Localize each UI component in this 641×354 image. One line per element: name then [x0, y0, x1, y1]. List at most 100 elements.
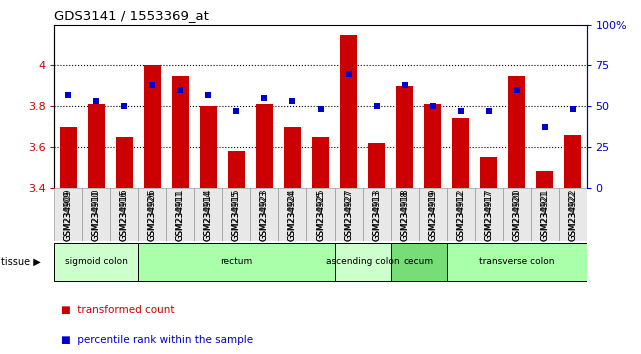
Bar: [396, 86, 413, 188]
Point: [567, 107, 578, 112]
Text: tissue ▶: tissue ▶: [1, 257, 41, 267]
Bar: [340, 35, 357, 188]
Bar: [531, 188, 558, 241]
Bar: [284, 126, 301, 188]
Bar: [251, 188, 278, 241]
Bar: [116, 137, 133, 188]
Bar: [222, 188, 251, 241]
Point: [63, 92, 74, 98]
Text: GSM234909: GSM234909: [64, 189, 73, 241]
Point: [92, 98, 102, 104]
Bar: [144, 65, 161, 188]
Point: [399, 82, 410, 88]
Bar: [306, 188, 335, 241]
Point: [231, 108, 242, 114]
Bar: [54, 188, 83, 241]
Text: GSM234912: GSM234912: [456, 189, 465, 241]
Point: [483, 108, 494, 114]
Point: [203, 92, 213, 98]
Text: GSM234910: GSM234910: [92, 190, 101, 241]
Text: GSM234920: GSM234920: [512, 189, 521, 241]
Bar: [60, 126, 77, 188]
Text: GSM234924: GSM234924: [288, 189, 297, 241]
Text: GSM234912: GSM234912: [456, 190, 465, 241]
Bar: [138, 188, 167, 241]
Text: GSM234921: GSM234921: [540, 189, 549, 241]
Text: GSM234916: GSM234916: [120, 190, 129, 241]
Bar: [480, 157, 497, 188]
Point: [287, 98, 297, 104]
Text: cecum: cecum: [403, 257, 433, 266]
Text: GSM234914: GSM234914: [204, 189, 213, 241]
Text: GSM234922: GSM234922: [568, 189, 577, 241]
Text: GSM234910: GSM234910: [92, 189, 101, 241]
Text: rectum: rectum: [221, 257, 253, 266]
Bar: [558, 188, 587, 241]
Text: ■  percentile rank within the sample: ■ percentile rank within the sample: [61, 335, 253, 345]
Bar: [83, 188, 110, 241]
Point: [176, 87, 186, 93]
Bar: [390, 243, 447, 281]
Bar: [167, 188, 194, 241]
Bar: [390, 188, 419, 241]
Bar: [452, 118, 469, 188]
Point: [371, 103, 381, 109]
Text: GSM234909: GSM234909: [64, 190, 73, 241]
Bar: [536, 171, 553, 188]
Point: [315, 107, 326, 112]
Text: GSM234918: GSM234918: [400, 189, 409, 241]
Text: GSM234914: GSM234914: [204, 190, 213, 241]
Bar: [424, 104, 441, 188]
Point: [512, 87, 522, 93]
Bar: [172, 76, 189, 188]
Point: [455, 108, 465, 114]
Text: ■  transformed count: ■ transformed count: [61, 305, 174, 315]
Point: [260, 95, 270, 101]
Bar: [363, 188, 390, 241]
Text: GSM234924: GSM234924: [288, 190, 297, 241]
Bar: [312, 137, 329, 188]
Text: ascending colon: ascending colon: [326, 257, 399, 266]
Text: GSM234913: GSM234913: [372, 190, 381, 241]
Bar: [200, 106, 217, 188]
Text: GDS3141 / 1553369_at: GDS3141 / 1553369_at: [54, 9, 210, 22]
Point: [428, 103, 438, 109]
Bar: [503, 188, 531, 241]
Text: GSM234927: GSM234927: [344, 190, 353, 241]
Text: GSM234919: GSM234919: [428, 189, 437, 241]
Bar: [110, 188, 138, 241]
Text: GSM234911: GSM234911: [176, 189, 185, 241]
Text: GSM234923: GSM234923: [260, 190, 269, 241]
Bar: [508, 76, 525, 188]
Bar: [447, 243, 587, 281]
Bar: [228, 151, 245, 188]
Bar: [335, 188, 363, 241]
Bar: [419, 188, 447, 241]
Bar: [474, 188, 503, 241]
Text: GSM234921: GSM234921: [540, 190, 549, 241]
Text: GSM234917: GSM234917: [484, 189, 493, 241]
Bar: [368, 143, 385, 188]
Text: GSM234920: GSM234920: [512, 190, 521, 241]
Bar: [335, 243, 390, 281]
Text: GSM234915: GSM234915: [232, 190, 241, 241]
Text: transverse colon: transverse colon: [479, 257, 554, 266]
Bar: [88, 104, 105, 188]
Text: GSM234923: GSM234923: [260, 189, 269, 241]
Text: GSM234917: GSM234917: [484, 190, 493, 241]
Text: GSM234916: GSM234916: [120, 189, 129, 241]
Point: [344, 71, 354, 76]
Bar: [256, 104, 273, 188]
Bar: [54, 243, 138, 281]
Bar: [194, 188, 222, 241]
Bar: [278, 188, 306, 241]
Point: [539, 125, 549, 130]
Text: GSM234925: GSM234925: [316, 190, 325, 241]
Bar: [138, 243, 335, 281]
Text: GSM234922: GSM234922: [568, 190, 577, 241]
Text: GSM234926: GSM234926: [148, 190, 157, 241]
Point: [119, 103, 129, 109]
Text: GSM234919: GSM234919: [428, 190, 437, 241]
Bar: [564, 135, 581, 188]
Point: [147, 82, 158, 88]
